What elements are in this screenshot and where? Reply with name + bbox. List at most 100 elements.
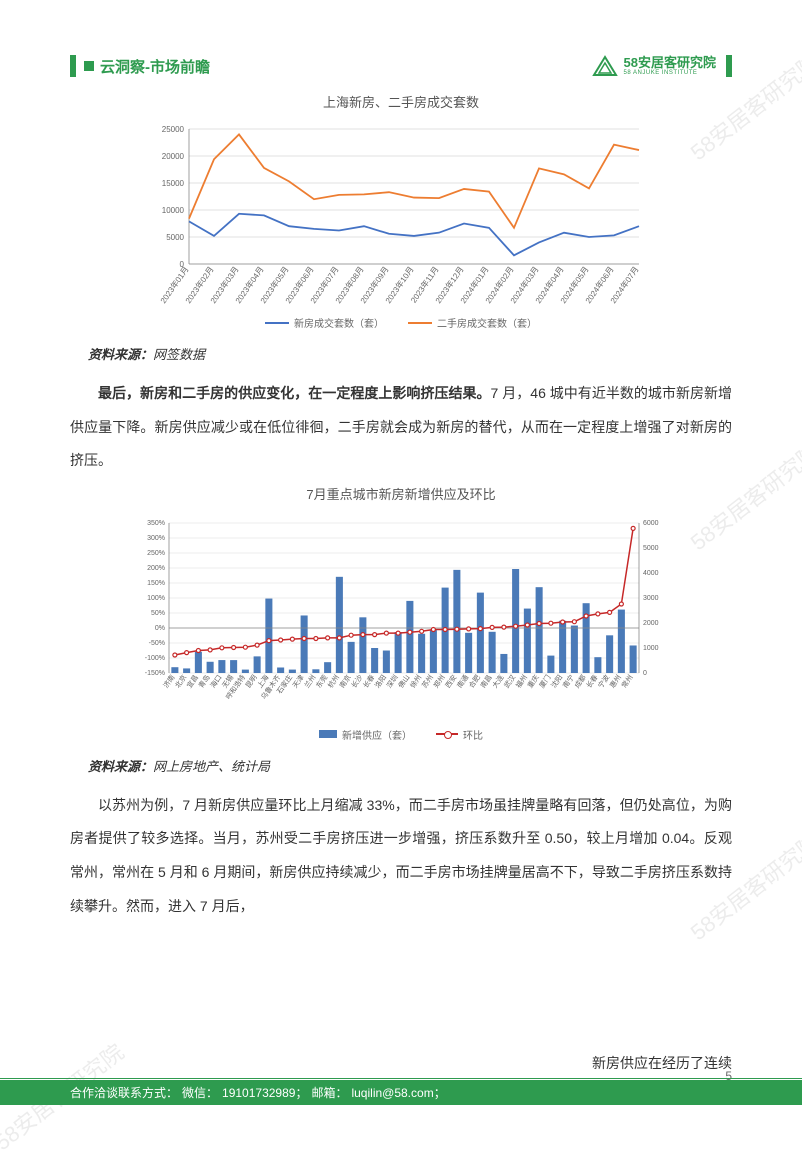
footer-wechat-label: 微信： xyxy=(182,1084,218,1101)
svg-text:长春: 长春 xyxy=(584,673,599,690)
svg-text:50%: 50% xyxy=(151,610,165,617)
chart2-source: 资料来源：网上房地产、统计局 xyxy=(88,756,732,775)
svg-text:洛阳: 洛阳 xyxy=(373,673,388,690)
svg-text:东莞: 东莞 xyxy=(314,673,329,690)
svg-text:南京: 南京 xyxy=(337,673,352,690)
svg-text:宁波: 宁波 xyxy=(596,673,611,690)
svg-text:长春: 长春 xyxy=(361,673,376,690)
chart1-legend-item-2: 二手房成交套数（套） xyxy=(408,315,537,330)
legend-swatch-icon xyxy=(265,322,289,324)
chart1: 05000100001500020000250002023年01月2023年02… xyxy=(70,119,732,309)
chart1-source: 资料来源：网签数据 xyxy=(88,344,732,363)
svg-text:200%: 200% xyxy=(147,565,165,572)
chart2-title: 7月重点城市新房新增供应及环比 xyxy=(70,484,732,503)
footer-email: luqilin@58.com； xyxy=(351,1084,445,1101)
svg-text:合肥: 合肥 xyxy=(467,673,482,690)
chart2: -150% -100% -50% 0% 50% 100% 150% 200% 250% 300% 3… xyxy=(70,511,732,721)
svg-text:2000: 2000 xyxy=(643,620,659,627)
legend-label: 二手房成交套数（套） xyxy=(437,315,537,330)
paragraph-1: 最后，新房和二手房的供应变化，在一定程度上影响挤压结果。7 月，46 城中有近半… xyxy=(70,377,732,478)
svg-text:杭州: 杭州 xyxy=(326,673,341,690)
svg-text:20000: 20000 xyxy=(162,152,185,161)
logo-text-en: 58 ANJUKE INSTITUTE xyxy=(624,70,716,77)
svg-text:南昌: 南昌 xyxy=(478,673,493,690)
paragraph-2-trail: 新房供应在经历了连续 xyxy=(592,1053,732,1073)
svg-text:苏州: 苏州 xyxy=(420,673,435,690)
page-header: 云洞察-市场前瞻 58安居客研究院 58 ANJUKE INSTITUTE xyxy=(70,55,732,77)
svg-text:150%: 150% xyxy=(147,580,165,587)
svg-text:-150%: -150% xyxy=(145,670,165,677)
chart1-title: 上海新房、二手房成交套数 xyxy=(70,92,732,111)
header-bullet-icon xyxy=(84,61,94,71)
svg-text:西安: 西安 xyxy=(443,673,458,690)
chart1-legend-item-1: 新房成交套数（套） xyxy=(265,315,384,330)
svg-text:天津: 天津 xyxy=(291,673,306,689)
svg-text:4000: 4000 xyxy=(643,570,659,577)
paragraph-1-bold: 最后，新房和二手房的供应变化，在一定程度上影响挤压结果。 xyxy=(98,385,491,401)
svg-text:昆明: 昆明 xyxy=(244,673,259,689)
legend-swatch-icon xyxy=(436,729,458,739)
svg-text:350%: 350% xyxy=(147,520,165,527)
svg-text:300%: 300% xyxy=(147,535,165,542)
source-label: 资料来源： xyxy=(88,759,153,774)
chart2-legend: 新增供应（套） 环比 xyxy=(70,727,732,742)
svg-text:1000: 1000 xyxy=(643,645,659,652)
svg-text:-100%: -100% xyxy=(145,655,165,662)
legend-label: 新增供应（套） xyxy=(342,727,412,742)
chart1-legend: 新房成交套数（套） 二手房成交套数（套） xyxy=(70,315,732,330)
logo-triangle-icon xyxy=(592,55,618,77)
svg-text:福州: 福州 xyxy=(514,673,529,690)
paragraph-2: 以苏州为例，7 月新房供应量环比上月缩减 33%，而二手房市场虽挂牌量略有回落，… xyxy=(70,789,732,923)
svg-text:大连: 大连 xyxy=(490,673,505,690)
legend-label: 环比 xyxy=(463,727,483,742)
legend-swatch-icon xyxy=(408,322,432,324)
svg-text:沈阳: 沈阳 xyxy=(549,673,564,690)
header-title: 云洞察-市场前瞻 xyxy=(100,56,210,77)
brand-logo: 58安居客研究院 58 ANJUKE INSTITUTE xyxy=(592,55,732,77)
svg-text:佛山: 佛山 xyxy=(396,673,411,690)
footer-wechat: 19101732989； xyxy=(222,1084,307,1101)
svg-text:长沙: 长沙 xyxy=(349,673,364,690)
footer-email-label: 邮箱： xyxy=(311,1084,347,1101)
chart2-legend-item-2: 环比 xyxy=(436,727,483,742)
chart2-svg: -150% -100% -50% 0% 50% 100% 150% 200% 250% 300% 3… xyxy=(121,511,681,721)
svg-text:6000: 6000 xyxy=(643,520,659,527)
svg-text:10000: 10000 xyxy=(162,206,185,215)
svg-text:宜昌: 宜昌 xyxy=(185,673,200,690)
svg-text:武汉: 武汉 xyxy=(502,673,517,690)
svg-text:3000: 3000 xyxy=(643,595,659,602)
svg-text:-50%: -50% xyxy=(149,640,165,647)
chart1-svg: 05000100001500020000250002023年01月2023年02… xyxy=(141,119,661,309)
svg-text:15000: 15000 xyxy=(162,179,185,188)
svg-text:5000: 5000 xyxy=(643,545,659,552)
svg-text:重庆: 重庆 xyxy=(525,673,540,690)
svg-text:5000: 5000 xyxy=(166,233,184,242)
svg-text:徐州: 徐州 xyxy=(408,673,423,690)
page-footer: 合作洽谈联系方式： 微信： 19101732989； 邮箱： luqilin@5… xyxy=(0,1078,802,1105)
source-label: 资料来源： xyxy=(88,347,153,362)
svg-text:0%: 0% xyxy=(155,625,165,632)
svg-text:25000: 25000 xyxy=(162,125,185,134)
source-value: 网签数据 xyxy=(153,347,205,362)
svg-text:郑州: 郑州 xyxy=(432,673,447,689)
svg-text:常州: 常州 xyxy=(619,673,634,690)
svg-text:厦门: 厦门 xyxy=(537,673,552,690)
svg-text:成都: 成都 xyxy=(572,673,587,690)
svg-text:0: 0 xyxy=(643,670,647,677)
svg-text:250%: 250% xyxy=(147,550,165,557)
legend-label: 新房成交套数（套） xyxy=(294,315,384,330)
svg-text:深圳: 深圳 xyxy=(384,673,399,690)
svg-text:南通: 南通 xyxy=(455,673,470,690)
svg-text:100%: 100% xyxy=(147,595,165,602)
svg-text:北京: 北京 xyxy=(173,673,188,690)
chart2-legend-item-1: 新增供应（套） xyxy=(319,727,412,742)
source-value: 网上房地产、统计局 xyxy=(153,759,270,774)
footer-contact-label: 合作洽谈联系方式： xyxy=(70,1084,178,1101)
svg-text:惠州: 惠州 xyxy=(608,673,623,690)
svg-text:南宁: 南宁 xyxy=(561,673,576,690)
svg-text:海口: 海口 xyxy=(208,673,223,690)
logo-text-cn: 58安居客研究院 xyxy=(624,56,716,70)
legend-swatch-icon xyxy=(319,730,337,738)
svg-text:青岛: 青岛 xyxy=(196,673,211,690)
svg-text:兰州: 兰州 xyxy=(302,673,317,690)
